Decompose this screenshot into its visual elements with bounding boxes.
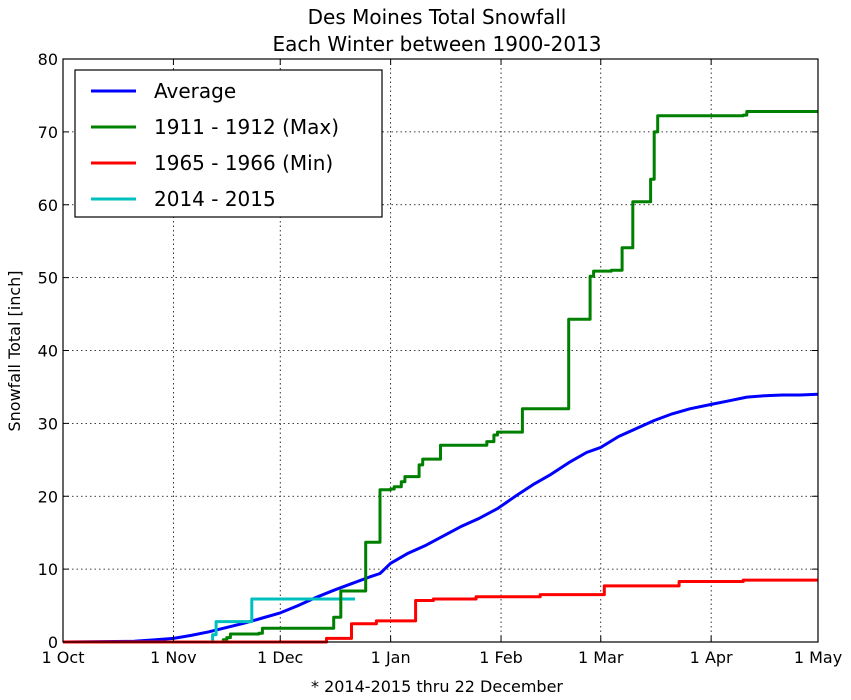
y-tick-label: 0 [48, 633, 58, 652]
x-tick-label: 1 Nov [150, 648, 197, 667]
y-tick-label: 60 [38, 196, 58, 215]
x-axis-label: * 2014-2015 thru 22 December [311, 677, 563, 696]
x-tick-label: 1 Oct [42, 648, 85, 667]
y-tick-label: 40 [38, 342, 58, 361]
x-tick-label: 1 Feb [479, 648, 523, 667]
legend-label: 1965 - 1966 (Min) [154, 151, 333, 175]
x-tick-label: 1 Dec [257, 648, 303, 667]
ticks: 1 Oct 1 Nov 1 Dec 1 Jan 1 Feb 1 Mar 1 Apr 1 May… [38, 50, 843, 667]
y-tick-label: 10 [38, 560, 58, 579]
series-line [63, 578, 818, 644]
chart-title-line1: Des Moines Total Snowfall [308, 5, 567, 29]
x-tick-label: 1 Mar [578, 648, 624, 667]
series-line [62, 392, 819, 644]
y-tick-label: 50 [38, 269, 58, 288]
y-tick-label: 80 [38, 50, 58, 69]
y-axis-label: Snowfall Total [inch] [5, 270, 24, 431]
y-tick-label: 70 [38, 123, 58, 142]
x-tick-label: 1 Jan [371, 648, 411, 667]
legend-label: 1911 - 1912 (Max) [154, 115, 339, 139]
legend-label: Average [154, 79, 236, 103]
series-line [63, 110, 818, 644]
y-tick-label: 20 [38, 487, 58, 506]
legend-frame [74, 69, 383, 218]
x-tick-label: 1 Apr [690, 648, 733, 667]
chart-title-line2: Each Winter between 1900-2013 [272, 32, 601, 56]
y-tick-label: 30 [38, 414, 58, 433]
plot-area [62, 110, 819, 644]
legend: Average 1911 - 1912 (Max) 1965 - 1966 (Min… [74, 69, 383, 218]
legend-label: 2014 - 2015 [154, 187, 276, 211]
x-tick-label: 1 May [794, 648, 842, 667]
